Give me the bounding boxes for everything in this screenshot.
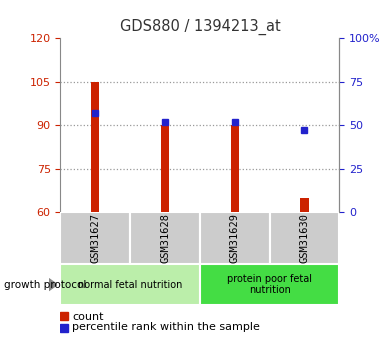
Bar: [60, 264, 200, 305]
Text: GSM31630: GSM31630: [300, 213, 309, 263]
Text: GSM31627: GSM31627: [90, 213, 100, 263]
Text: growth protocol: growth protocol: [4, 280, 86, 289]
Text: GSM31628: GSM31628: [160, 213, 170, 263]
Polygon shape: [49, 279, 57, 290]
Text: count: count: [72, 312, 104, 322]
Text: percentile rank within the sample: percentile rank within the sample: [72, 322, 260, 332]
Bar: [300, 198, 308, 212]
Text: protein poor fetal
nutrition: protein poor fetal nutrition: [227, 274, 312, 295]
Bar: [230, 125, 239, 212]
Bar: [200, 264, 339, 305]
Bar: [60, 212, 130, 264]
Text: normal fetal nutrition: normal fetal nutrition: [78, 280, 183, 289]
Text: GSM31629: GSM31629: [230, 213, 240, 263]
Title: GDS880 / 1394213_at: GDS880 / 1394213_at: [119, 19, 280, 35]
Bar: [130, 212, 200, 264]
Bar: [200, 212, 269, 264]
Bar: [91, 81, 99, 212]
Bar: [161, 125, 169, 212]
Bar: [269, 212, 339, 264]
